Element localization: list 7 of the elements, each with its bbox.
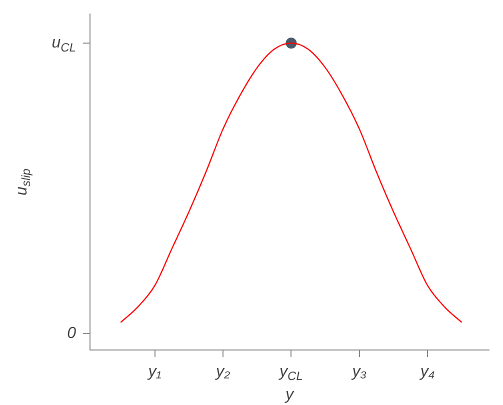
text: 0 [67, 324, 76, 342]
x-tick-label: y₂ [214, 363, 230, 380]
x-axis-title: y [284, 386, 294, 404]
x-tick-label: y₁ [147, 363, 162, 380]
x-tick-label: y₃ [351, 363, 367, 380]
y-axis-title: uslip [13, 168, 34, 196]
x-tick-label: y₄ [419, 363, 435, 380]
